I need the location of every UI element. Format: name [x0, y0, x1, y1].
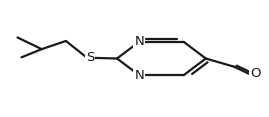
Text: S: S: [86, 51, 94, 64]
Text: N: N: [134, 69, 144, 82]
Text: N: N: [134, 35, 144, 48]
Text: O: O: [250, 67, 261, 80]
